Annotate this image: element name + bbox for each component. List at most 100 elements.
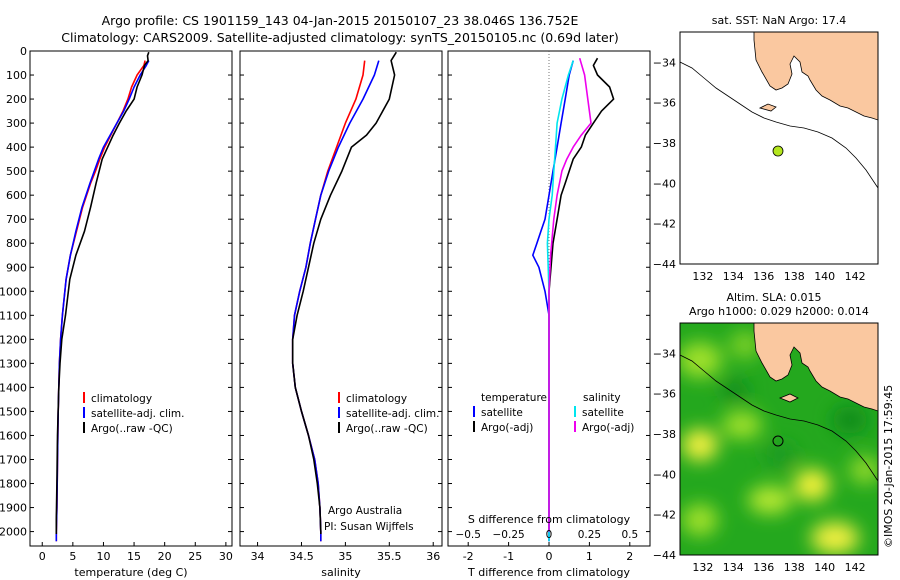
axis-ticks: 0 5 10 15 20 25 300100200300400500600700800900… <box>0 45 866 574</box>
legend-label: satellite <box>481 407 523 419</box>
temperature-series-argo-raw-qc- <box>55 51 150 534</box>
x-tick-label: 0 <box>39 550 46 563</box>
map-sst-float-marker <box>772 145 784 157</box>
map-sst-land <box>753 32 878 121</box>
y-tick-label: 400 <box>6 141 27 154</box>
temperature-xlabel: temperature (deg C) <box>74 566 187 579</box>
x-tick-label: 36 <box>426 550 440 563</box>
map-y-tick-label: −44 <box>653 258 676 271</box>
x-tick-label: 35 <box>338 550 352 563</box>
map-y-tick-label: −42 <box>653 218 676 231</box>
salinity-xlabel: salinity <box>321 566 361 579</box>
salinity-annotation: Argo Australia <box>328 505 402 517</box>
difference-top-label: S difference from climatology <box>468 513 631 526</box>
y-tick-label: 1500 <box>0 405 27 418</box>
imos-credit: ©IMOS 20-Jan-2015 17:59:45 <box>882 385 895 548</box>
legend-label: satellite-adj. clim. <box>91 408 184 420</box>
x-tick-label: -2 <box>463 550 474 563</box>
map-sla-title-line-2: Argo h1000: 0.029 h2000: 0.014 <box>689 305 869 318</box>
map-x-tick-label: 140 <box>814 561 835 574</box>
map-x-tick-label: 138 <box>784 561 805 574</box>
map-y-tick-label: −34 <box>653 56 676 69</box>
legend-label: Argo(-adj) <box>481 422 533 434</box>
x-tick-label: 5 <box>69 550 76 563</box>
map-x-tick-label: 136 <box>753 561 774 574</box>
difference-series-salinity-argo-adj- <box>548 57 592 532</box>
figure-title-line-2: Climatology: CARS2009. Satellite-adjuste… <box>61 30 618 45</box>
y-tick-label: 700 <box>6 213 27 226</box>
legend-label: Argo(..raw -QC) <box>91 423 173 435</box>
top-x-tick-label: 0.5 <box>621 529 638 541</box>
x-tick-label: 1 <box>586 550 593 563</box>
map-sla-frame <box>679 322 879 556</box>
map-y-tick-label: −36 <box>653 97 676 110</box>
x-tick-label: 10 <box>96 550 110 563</box>
temperature-lines <box>55 51 150 542</box>
x-tick-label: 20 <box>158 550 172 563</box>
map-sla-title-line-1: Altim. SLA: 0.015 <box>726 291 821 304</box>
legend-label: climatology <box>91 393 152 405</box>
x-tick-label: 30 <box>219 550 233 563</box>
map-sst-island <box>758 103 777 112</box>
y-tick-label: 1600 <box>0 429 27 442</box>
salinity-series-argo-raw-qc- <box>291 51 397 534</box>
legend-label: Argo(..raw -QC) <box>346 423 428 435</box>
y-tick-label: 300 <box>6 117 27 130</box>
y-tick-label: 200 <box>6 93 27 106</box>
legend-label: satellite-adj. clim. <box>346 408 439 420</box>
y-tick-label: 1100 <box>0 309 27 322</box>
map-x-tick-label: 132 <box>692 561 713 574</box>
map-y-tick-label: −38 <box>653 137 676 150</box>
x-tick-label: 0 <box>546 550 553 563</box>
map-sst-frame <box>679 31 879 265</box>
map-sla-land <box>753 323 878 412</box>
map-x-tick-label: 142 <box>845 270 866 283</box>
x-tick-label: -1 <box>503 550 514 563</box>
y-tick-label: 1200 <box>0 333 27 346</box>
x-tick-label: 34 <box>251 550 265 563</box>
top-x-tick-label: −0.25 <box>493 529 525 541</box>
map-y-tick-label: −44 <box>653 549 676 562</box>
difference-xlabel: T difference from climatology <box>467 566 630 579</box>
x-tick-label: 2 <box>626 550 633 563</box>
map-y-tick-label: −40 <box>653 177 676 190</box>
y-tick-label: 1900 <box>0 502 27 515</box>
map-sla-float-marker <box>772 435 784 447</box>
map-sla-isobath <box>680 354 878 482</box>
map-sla-field <box>680 331 878 554</box>
map-x-tick-label: 134 <box>723 561 744 574</box>
y-tick-label: 1000 <box>0 285 27 298</box>
y-tick-label: 100 <box>6 69 27 82</box>
temperature-legend: climatology satellite-adj. clim. Argo(..… <box>83 392 184 435</box>
map-x-tick-label: 132 <box>692 270 713 283</box>
figure-title-line-1: Argo profile: CS 1901159_143 04-Jan-2015… <box>102 13 579 28</box>
y-tick-label: 1400 <box>0 381 27 394</box>
y-tick-label: 1700 <box>0 453 27 466</box>
legend-heading: salinity <box>583 392 621 404</box>
map-y-tick-label: −38 <box>653 428 676 441</box>
difference-legend: temperature salinity satellite Argo(-adj… <box>473 392 634 434</box>
legend-heading: temperature <box>481 392 547 404</box>
top-x-tick-label: 0 <box>546 529 553 541</box>
map-x-tick-label: 138 <box>784 270 805 283</box>
y-tick-label: 500 <box>6 165 27 178</box>
y-tick-label: 2000 <box>0 526 27 539</box>
x-tick-label: 35.5 <box>377 550 402 563</box>
map-sla-layers <box>680 323 878 554</box>
x-tick-label: 25 <box>188 550 202 563</box>
map-x-tick-label: 134 <box>723 270 744 283</box>
salinity-legend: climatology satellite-adj. clim. Argo(..… <box>324 392 439 533</box>
difference-series-temperature-argo-adj- <box>548 57 615 532</box>
temperature-axes <box>29 50 233 547</box>
y-tick-label: 0 <box>20 45 27 58</box>
x-tick-label: 15 <box>127 550 141 563</box>
y-tick-label: 800 <box>6 237 27 250</box>
y-tick-label: 1300 <box>0 357 27 370</box>
salinity-lines <box>291 51 397 542</box>
map-sst-isobath <box>680 61 878 189</box>
map-sla-island <box>778 393 799 403</box>
y-tick-label: 1800 <box>0 478 27 491</box>
map-sst-title: sat. SST: NaN Argo: 17.4 <box>712 14 846 27</box>
difference-lines <box>531 51 615 546</box>
salinity-axes <box>239 50 443 547</box>
